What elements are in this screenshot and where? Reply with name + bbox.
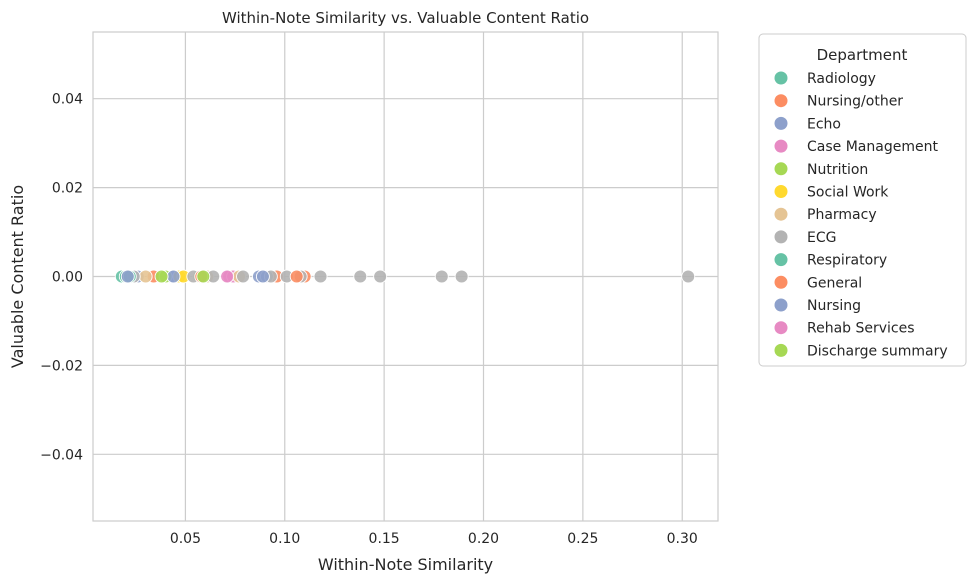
data-point <box>434 269 449 284</box>
legend-item-label: Discharge summary <box>807 343 948 359</box>
plot-frame <box>92 31 719 522</box>
legend-item-label: Rehab Services <box>807 321 915 337</box>
data-point <box>289 269 304 284</box>
legend-title: Department <box>817 46 908 64</box>
y-tick-labels: −0.04 −0.02 0.00 0.02 0.04 <box>40 92 83 464</box>
legend-item-label: Respiratory <box>807 253 887 269</box>
data-point <box>166 269 181 284</box>
y-tick-label: −0.04 <box>40 447 83 463</box>
legend-marker <box>774 162 788 176</box>
legend-item-label: General <box>807 275 862 291</box>
legend-item-label: Nursing <box>807 298 861 314</box>
data-point <box>255 269 270 284</box>
x-tick-label: 0.25 <box>567 531 598 547</box>
x-tick-label: 0.05 <box>170 531 201 547</box>
legend-item-label: Case Management <box>807 139 938 155</box>
x-tick-label: 0.30 <box>667 531 698 547</box>
legend-item-label: Nutrition <box>807 162 868 178</box>
chart-title: Within-Note Similarity vs. Valuable Cont… <box>222 9 589 27</box>
data-point <box>353 269 368 284</box>
data-point <box>236 269 250 284</box>
legend: Department Radiology Nursing/other Echo Cas… <box>758 33 967 367</box>
legend-item-label: Social Work <box>807 185 889 201</box>
y-tick-label: −0.02 <box>40 358 83 374</box>
data-point <box>313 269 328 284</box>
data-points <box>114 269 696 284</box>
y-tick-label: 0.00 <box>52 270 83 286</box>
legend-item-label: Nursing/other <box>807 94 903 110</box>
legend-items: Radiology Nursing/other Echo Case Managemen… <box>774 71 948 359</box>
legend-marker <box>774 207 788 221</box>
legend-marker <box>774 253 788 267</box>
x-tick-label: 0.20 <box>468 531 499 547</box>
data-point <box>154 269 169 284</box>
x-axis-label: Within-Note Similarity <box>318 555 493 574</box>
legend-item-label: Radiology <box>807 71 876 87</box>
legend-marker <box>774 275 788 289</box>
y-axis-label: Valuable Content Ratio <box>8 185 27 368</box>
data-point <box>454 269 469 284</box>
legend-marker <box>774 139 788 153</box>
y-tick-label: 0.04 <box>52 92 83 108</box>
legend-marker <box>774 71 788 85</box>
x-tick-labels: 0.05 0.10 0.15 0.20 0.25 0.30 <box>170 531 698 547</box>
data-point <box>373 269 388 284</box>
data-point <box>138 269 153 284</box>
legend-item-label: ECG <box>807 230 836 246</box>
legend-item-label: Pharmacy <box>807 207 877 223</box>
data-point <box>196 269 211 284</box>
data-point <box>220 269 235 284</box>
legend-marker <box>774 94 788 108</box>
legend-item-label: Echo <box>807 116 841 132</box>
legend-marker <box>774 230 788 244</box>
legend-marker <box>774 343 788 357</box>
x-tick-label: 0.15 <box>369 531 400 547</box>
data-point <box>681 269 696 284</box>
x-tick-label: 0.10 <box>269 531 300 547</box>
legend-marker <box>774 185 788 198</box>
legend-box <box>758 33 967 367</box>
legend-marker <box>774 321 788 335</box>
data-point <box>120 269 135 284</box>
legend-marker <box>774 298 788 312</box>
y-tick-label: 0.02 <box>52 181 83 197</box>
legend-marker <box>774 116 788 130</box>
